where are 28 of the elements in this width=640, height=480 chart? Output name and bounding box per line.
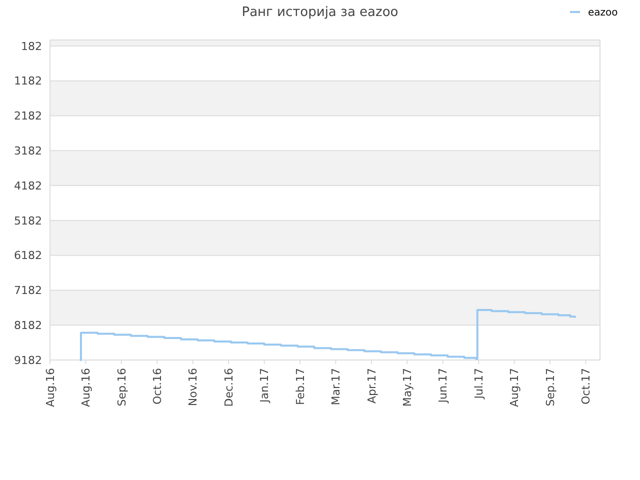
chart-title: Ранг историја за eazoo [242, 5, 398, 20]
x-tick-label: Sep.17 [544, 368, 557, 406]
x-tick-label: Sep.16 [115, 368, 128, 406]
y-tick-label: 3182 [14, 144, 42, 158]
x-tick-label: Aug.16 [44, 368, 57, 407]
y-tick-label: 6182 [14, 249, 42, 262]
x-tick-label: Apr.17 [365, 368, 378, 404]
y-tick-label: 1182 [14, 74, 42, 88]
x-tick-label: Oct.16 [150, 368, 164, 405]
y-tick-label: 4182 [14, 179, 42, 192]
legend-label: eazoo [588, 8, 618, 18]
x-tick-label: Dec.16 [222, 368, 236, 407]
y-tick-label: 9182 [14, 354, 42, 367]
x-tick-label: Aug.17 [508, 368, 522, 407]
x-tick-label: Aug.16 [80, 368, 93, 407]
x-tick-label: Feb.17 [294, 368, 307, 405]
x-tick-label: Mar.17 [330, 368, 343, 406]
y-tick-label: 7182 [14, 284, 42, 298]
x-tick-label: Nov.16 [186, 368, 200, 406]
x-tick-label: Jan.17 [258, 368, 272, 404]
y-tick-label: 2182 [14, 110, 42, 123]
x-tick-label: Jun.17 [436, 368, 450, 404]
y-tick-label: 5182 [14, 214, 42, 228]
y-tick-label: 182 [21, 40, 42, 53]
x-tick-label: Oct.17 [580, 368, 593, 405]
x-tick-label: Jul.17 [472, 368, 486, 400]
x-tick-label: May.17 [400, 368, 414, 407]
y-tick-label: 8182 [14, 318, 42, 332]
